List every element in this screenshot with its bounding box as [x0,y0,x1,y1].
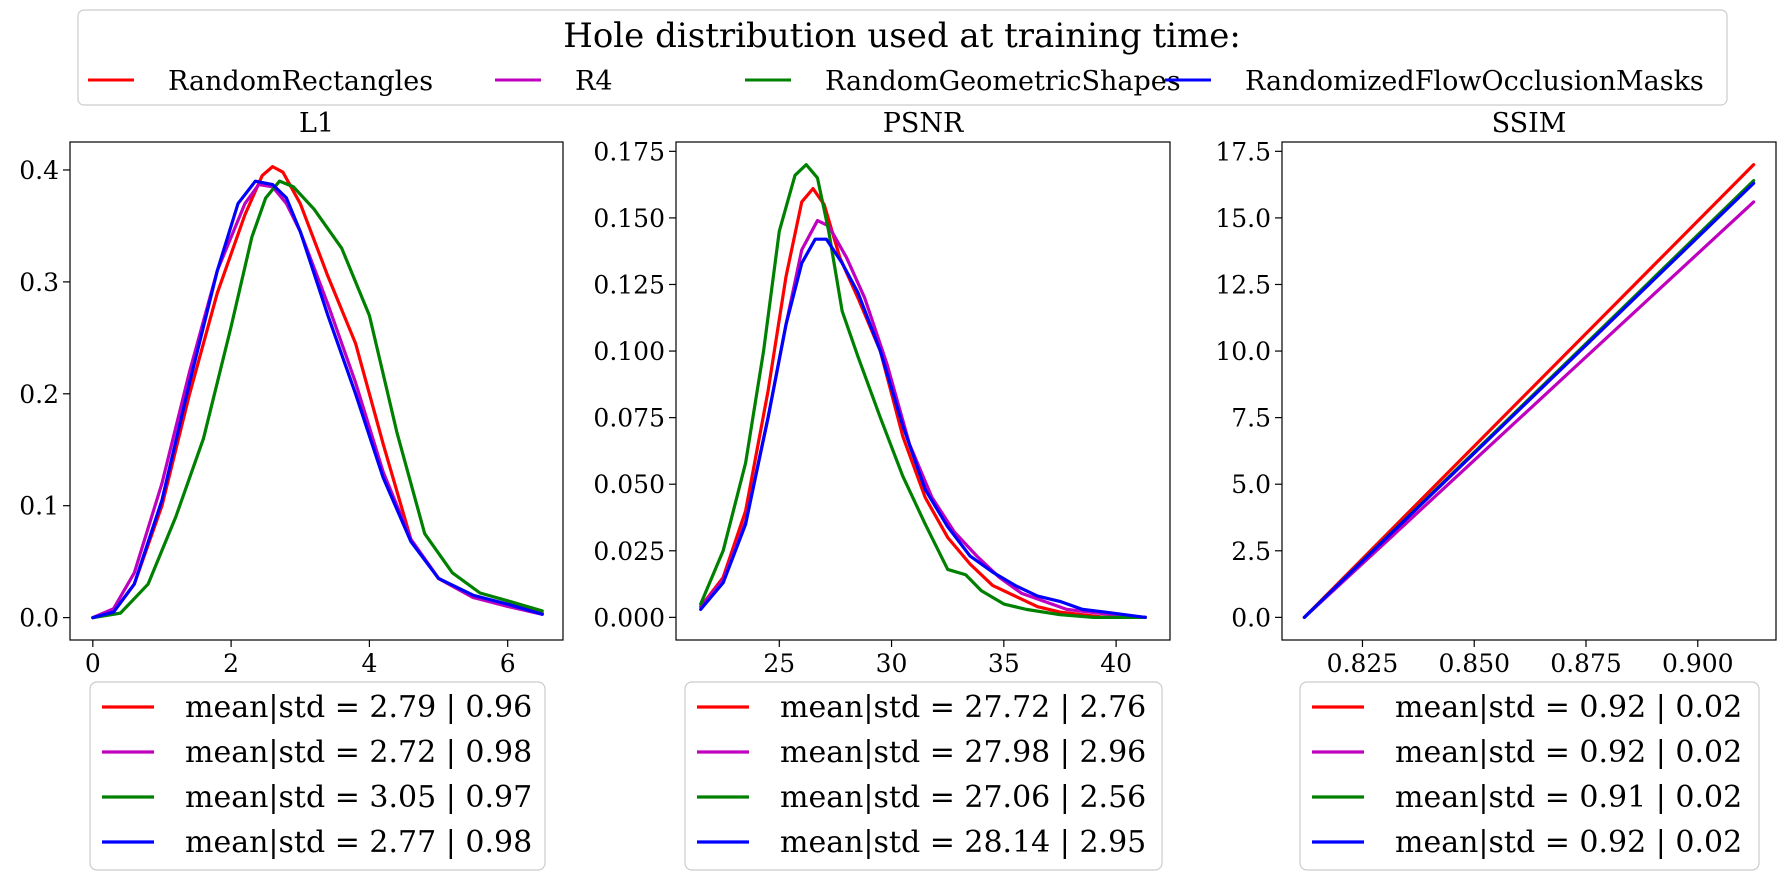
y-tick-label: 7.5 [1231,404,1271,433]
panel-legend: mean|std = 27.72 | 2.76 mean|std = 27.98 … [684,681,1163,871]
series-line-R4 [1302,200,1756,619]
legend-label-RandomGeometricShapes: mean|std = 3.05 | 0.97 [185,780,532,815]
y-tick-label: 0.100 [593,337,665,366]
y-tick-label: 5.0 [1231,470,1271,499]
series-group [699,163,1147,619]
series-line-RandomRectangles [699,187,1147,619]
y-tick-label: 17.5 [1215,137,1271,166]
y-tick-label: 12.5 [1215,270,1271,299]
panel-title: PSNR [883,108,964,139]
series-line-RandomGeometricShapes [699,163,1147,619]
y-tick-label: 0.150 [593,204,665,233]
top-legend-frame [77,9,1728,106]
y-tick-label: 0.025 [593,537,665,566]
panel-legend: mean|std = 2.79 | 0.96 mean|std = 2.72 | … [89,681,546,871]
series-group [91,165,544,620]
axes-frame [1281,141,1777,641]
axes-frame [675,141,1171,641]
legend-label-RandomizedFlowOcclusionMasks: mean|std = 28.14 | 2.95 [780,825,1146,860]
y-tick-label: 0.175 [593,137,665,166]
panel-title: L1 [299,108,334,139]
x-tick-label: 0.875 [1550,649,1622,678]
x-tick-label: 2 [223,649,239,678]
legend-label-RandomRectangles: mean|std = 27.72 | 2.76 [780,690,1146,725]
axes-frame [69,141,564,641]
x-tick-label: 6 [500,649,516,678]
y-tick-label: 0.125 [593,270,665,299]
series-line-RandomRectangles [1302,163,1756,619]
panel-ssim: SSIM 0.825 0.850 0.875 0.900 0.0 2.5 5.0 7.5 10.0… [1215,108,1777,871]
x-tick-label: 40 [1100,649,1132,678]
x-tick-label: 30 [876,649,908,678]
panel-legend-frame [89,681,546,871]
x-tick-label: 4 [361,649,377,678]
panel-title: SSIM [1492,108,1567,139]
legend-label-RandomGeometricShapes: mean|std = 27.06 | 2.56 [780,780,1146,815]
y-tick-label: 0.0 [19,604,59,633]
legend-label-R4: mean|std = 27.98 | 2.96 [780,735,1146,770]
y-tick-label: 2.5 [1231,537,1271,566]
x-tick-label: 25 [763,649,795,678]
y-tick-label: 0.1 [19,492,59,521]
series-line-RandomizedFlowOcclusionMasks [1302,181,1756,619]
panel-psnr: PSNR 25 30 35 40 0.000 0.025 0.050 0.075 0.100 0.1… [593,108,1171,871]
top-legend: Hole distribution used at training time:… [77,9,1728,106]
legend-label-RandomizedFlowOcclusionMasks: mean|std = 2.77 | 0.98 [185,825,532,860]
y-tick-label: 0.2 [19,380,59,409]
top-legend-label-R4: R4 [575,66,613,97]
y-tick-label: 0.0 [1231,603,1271,632]
x-tick-label: 0.900 [1662,649,1734,678]
series-line-RandomGeometricShapes [91,179,544,620]
y-tick-label: 15.0 [1215,204,1271,233]
y-tick-label: 0.050 [593,470,665,499]
y-tick-label: 0.4 [19,156,59,185]
legend-label-RandomizedFlowOcclusionMasks: mean|std = 0.92 | 0.02 [1395,825,1742,860]
x-tick-label: 0.825 [1327,649,1399,678]
y-tick-label: 0.3 [19,268,59,297]
legend-label-RandomRectangles: mean|std = 0.92 | 0.02 [1395,690,1742,725]
series-line-RandomRectangles [91,165,544,620]
y-tick-label: 0.075 [593,404,665,433]
legend-label-RandomRectangles: mean|std = 2.79 | 0.96 [185,690,532,725]
legend-label-RandomGeometricShapes: mean|std = 0.91 | 0.02 [1395,780,1742,815]
series-line-RandomizedFlowOcclusionMasks [91,179,544,620]
y-tick-label: 10.0 [1215,337,1271,366]
top-legend-label-RandomGeometricShapes: RandomGeometricShapes [825,66,1181,97]
top-legend-label-RandomRectangles: RandomRectangles [168,66,433,97]
panel-legend: mean|std = 0.92 | 0.02 mean|std = 0.92 | … [1299,681,1760,871]
panel-l1: L1 0 2 4 6 0.0 0.1 0.2 0.3 0.4 mean|std = 2.79 | 0… [19,108,564,871]
series-group [1302,163,1756,619]
panel-legend-frame [684,681,1163,871]
x-tick-label: 0 [85,649,101,678]
x-tick-label: 0.850 [1438,649,1510,678]
legend-label-R4: mean|std = 2.72 | 0.98 [185,735,532,770]
top-legend-label-RandomizedFlowOcclusionMasks: RandomizedFlowOcclusionMasks [1245,66,1704,97]
legend-label-R4: mean|std = 0.92 | 0.02 [1395,735,1742,770]
x-tick-label: 35 [988,649,1020,678]
top-legend-title: Hole distribution used at training time: [563,16,1241,56]
y-tick-label: 0.000 [593,603,665,632]
series-line-RandomizedFlowOcclusionMasks [699,237,1147,619]
panel-legend-frame [1299,681,1760,871]
